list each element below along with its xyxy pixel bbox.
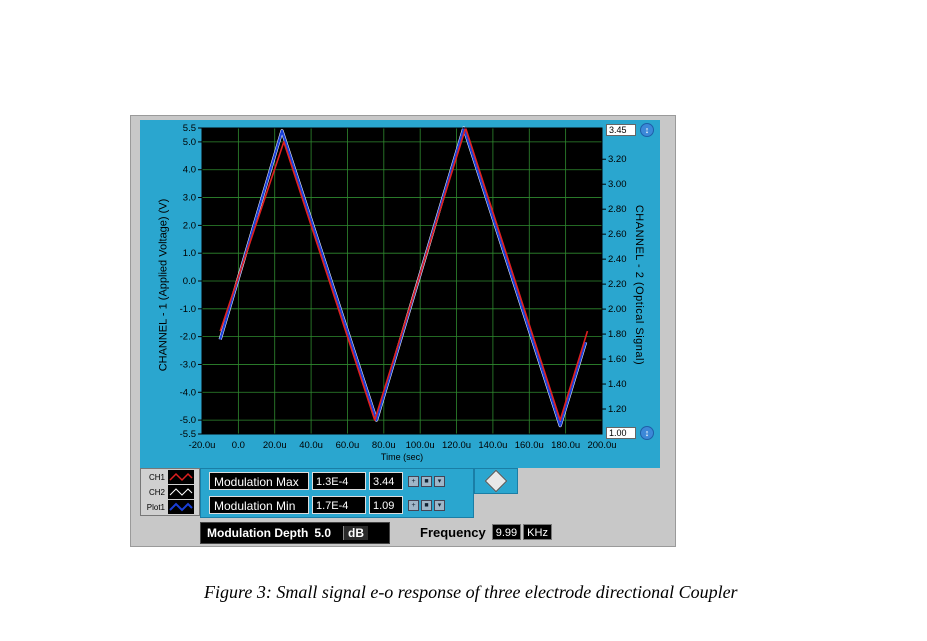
y2-tick-label: 1.20 bbox=[608, 404, 627, 415]
cursor-lock-icon[interactable]: ▾ bbox=[434, 475, 445, 487]
y2-tick-label: 2.00 bbox=[608, 304, 627, 315]
x-tick-label: 120.0u bbox=[442, 440, 471, 451]
y-tick-label: -3.0 bbox=[180, 359, 196, 370]
y2-tick-label: 3.00 bbox=[608, 179, 627, 190]
cursor-row-max: Modulation Max 1.3E-4 3.44 + ■ ▾ bbox=[209, 472, 445, 490]
modulation-depth-indicator: Modulation Depth 5.0 dB bbox=[200, 522, 390, 544]
legend-swatch-ch1 bbox=[168, 470, 194, 484]
cursor-crosshair-icon[interactable]: + bbox=[408, 475, 419, 487]
legend-item-ch1[interactable]: CH1 bbox=[143, 470, 194, 484]
y-tick-label: -4.0 bbox=[180, 387, 196, 398]
waveform-chart: -20.0u 0.0 20.0u 40.0u 60.0u 80.0u 100.0u 120.0… bbox=[180, 123, 627, 462]
plot-border bbox=[201, 127, 603, 435]
cursor-min-label[interactable]: Modulation Min bbox=[209, 496, 309, 514]
x-tick-label: 20.0u bbox=[263, 440, 287, 451]
y-axis-label-right: CHANNEL - 2 (Optical Signal) bbox=[626, 120, 652, 450]
cursor-max-label[interactable]: Modulation Max bbox=[209, 472, 309, 490]
depth-value: 5.0 bbox=[314, 526, 332, 540]
y-tick-label: 5.0 bbox=[183, 137, 196, 148]
x-axis-title: Time (sec) bbox=[381, 452, 423, 462]
y-tick-label: 0.0 bbox=[183, 276, 196, 287]
depth-label: Modulation Depth bbox=[207, 526, 309, 540]
y-tick-label: -5.0 bbox=[180, 415, 196, 426]
x-tick-label: 40.0u bbox=[299, 440, 323, 451]
cursor-display: Modulation Max 1.3E-4 3.44 + ■ ▾ Modulat… bbox=[200, 468, 474, 518]
legend-item-ch2[interactable]: CH2 bbox=[143, 485, 194, 499]
y2-tick-label: 1.60 bbox=[608, 354, 627, 365]
y-tick-label: 2.0 bbox=[183, 220, 196, 231]
frequency-indicator: Frequency 9.99 KHz bbox=[420, 524, 554, 540]
y-axis-title-right: CHANNEL - 2 (Optical Signal) bbox=[633, 204, 645, 366]
x-tick-label: 60.0u bbox=[336, 440, 360, 451]
x-tick-label: 160.0u bbox=[515, 440, 544, 451]
cursor-max-y[interactable]: 3.44 bbox=[369, 472, 403, 490]
figure-caption: Figure 3: Small signal e-o response of t… bbox=[204, 582, 738, 602]
cursor-style-icon[interactable]: ■ bbox=[421, 499, 432, 511]
x-tick-label: 100.0u bbox=[406, 440, 435, 451]
depth-unit: dB bbox=[343, 526, 369, 540]
legend-swatch-ch2 bbox=[168, 485, 194, 499]
series-line-ch1 bbox=[219, 127, 589, 421]
x-tick-label: 80.0u bbox=[372, 440, 396, 451]
cursor-lock-icon[interactable]: ▾ bbox=[434, 499, 445, 511]
y2-max-scroll-button[interactable]: ↕ bbox=[640, 123, 654, 137]
diamond-arrows-icon bbox=[484, 469, 508, 493]
cursor-crosshair-icon[interactable]: + bbox=[408, 499, 419, 511]
legend-swatch-plot1 bbox=[168, 500, 194, 514]
y-tick-label: -5.5 bbox=[180, 429, 196, 440]
cursor-max-x[interactable]: 1.3E-4 bbox=[312, 472, 366, 490]
cursor-row-min: Modulation Min 1.7E-4 1.09 + ■ ▾ bbox=[209, 496, 445, 514]
y2-tick-label: 2.40 bbox=[608, 254, 627, 265]
y-tick-label: 1.0 bbox=[183, 248, 196, 259]
y-tick-label: -1.0 bbox=[180, 304, 196, 315]
plot-legend: CH1 CH2 Plot1 bbox=[140, 468, 200, 516]
cursor-min-x[interactable]: 1.7E-4 bbox=[312, 496, 366, 514]
legend-label: Plot1 bbox=[146, 502, 165, 512]
y2-min-box[interactable]: 1.00 bbox=[606, 427, 636, 439]
frequency-label: Frequency bbox=[420, 524, 486, 540]
cursor-min-y[interactable]: 1.09 bbox=[369, 496, 403, 514]
y-tick-label: 5.5 bbox=[183, 123, 196, 134]
y2-tick-label: 3.20 bbox=[608, 154, 627, 165]
x-tick-label: 140.0u bbox=[478, 440, 507, 451]
y2-tick-label: 2.20 bbox=[608, 279, 627, 290]
y2-min-scroll-button[interactable]: ↕ bbox=[640, 426, 654, 440]
x-tick-label: 200.0u bbox=[587, 440, 616, 451]
y2-tick-label: 1.40 bbox=[608, 379, 627, 390]
cursor-style-icon[interactable]: ■ bbox=[421, 475, 432, 487]
y-tick-label: 3.0 bbox=[183, 193, 196, 204]
legend-label: CH1 bbox=[148, 472, 165, 482]
x-tick-label: 180.0u bbox=[551, 440, 580, 451]
y-tick-label: -2.0 bbox=[180, 332, 196, 343]
y2-tick-label: 2.80 bbox=[608, 204, 627, 215]
x-tick-label: -20.0u bbox=[189, 440, 216, 451]
frequency-unit: KHz bbox=[523, 524, 552, 540]
y-tick-label: 4.0 bbox=[183, 165, 196, 176]
y-axis-title-left: CHANNEL - 1 (Applied Voltage) (V) bbox=[157, 198, 170, 372]
cursor-move-pad[interactable] bbox=[474, 468, 518, 494]
y2-tick-label: 2.60 bbox=[608, 229, 627, 240]
y2-max-box[interactable]: 3.45 bbox=[606, 124, 636, 136]
legend-item-plot1[interactable]: Plot1 bbox=[143, 500, 194, 514]
x-tick-label: 0.0 bbox=[232, 440, 245, 451]
legend-label: CH2 bbox=[148, 487, 165, 497]
y-axis-label-left: CHANNEL - 1 (Applied Voltage) (V) bbox=[150, 120, 176, 450]
frequency-value: 9.99 bbox=[491, 524, 522, 540]
y2-tick-label: 1.80 bbox=[608, 329, 627, 340]
